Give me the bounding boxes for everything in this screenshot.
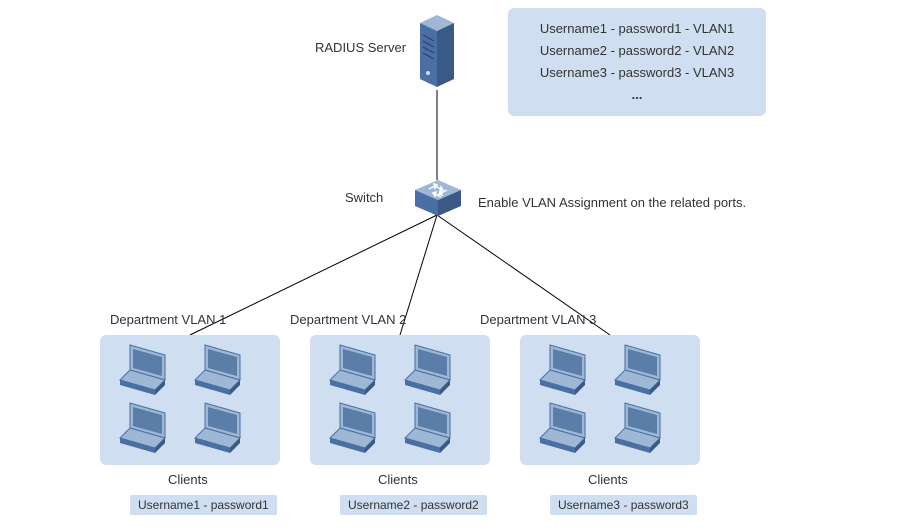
server-icon	[420, 15, 454, 93]
dept1-title: Department VLAN 1	[110, 312, 226, 327]
dept2-title: Department VLAN 2	[290, 312, 406, 327]
laptop-group-1	[100, 335, 280, 465]
dept1-clients: Clients	[168, 472, 208, 487]
dept1-cred: Username1 - password1	[130, 495, 277, 515]
network-diagram: RADIUS Server Username1 - password1 - VL…	[0, 0, 909, 532]
laptop-group-3	[520, 335, 700, 465]
switch-label: Switch	[345, 190, 383, 205]
laptop-group-2	[310, 335, 490, 465]
cred-line-1: Username1 - password1 - VLAN1	[522, 18, 752, 40]
dept2-clients: Clients	[378, 472, 418, 487]
dept3-title: Department VLAN 3	[480, 312, 596, 327]
cred-line-ellipsis: ...	[522, 84, 752, 106]
dept1-box	[100, 335, 280, 465]
dept2-box	[310, 335, 490, 465]
switch-note: Enable VLAN Assignment on the related po…	[478, 195, 746, 210]
cred-line-3: Username3 - password3 - VLAN3	[522, 62, 752, 84]
dept3-cred: Username3 - password3	[550, 495, 697, 515]
server-label: RADIUS Server	[315, 40, 406, 55]
cred-line-2: Username2 - password2 - VLAN2	[522, 40, 752, 62]
dept2-cred: Username2 - password2	[340, 495, 487, 515]
switch-icon	[415, 180, 461, 219]
credentials-box: Username1 - password1 - VLAN1 Username2 …	[508, 8, 766, 116]
dept3-clients: Clients	[588, 472, 628, 487]
dept3-box	[520, 335, 700, 465]
